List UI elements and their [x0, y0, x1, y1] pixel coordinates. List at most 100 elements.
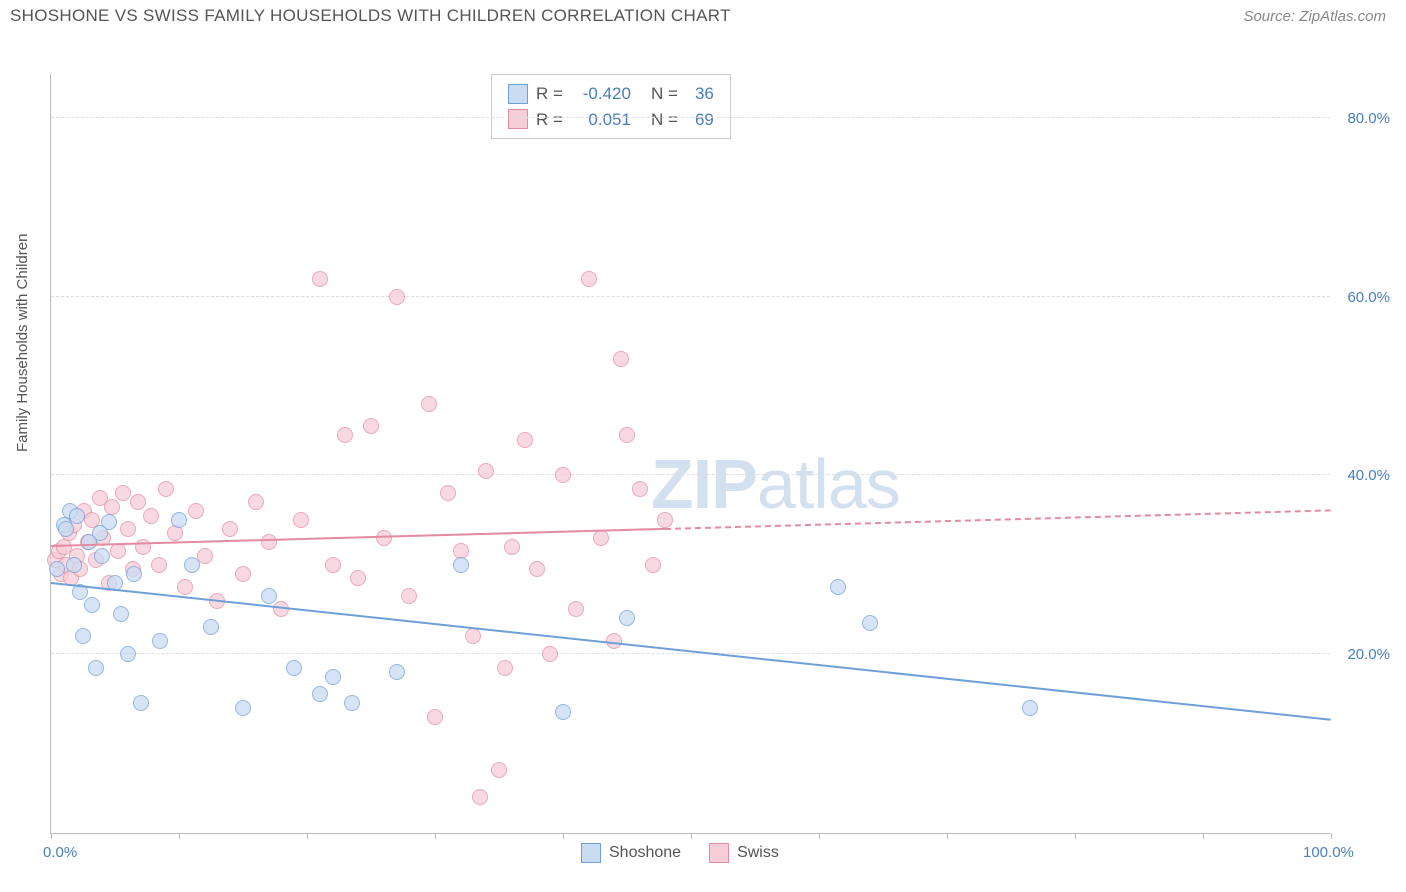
- scatter-point-swiss: [235, 566, 251, 582]
- y-tick-label: 60.0%: [1347, 289, 1390, 306]
- scatter-point-swiss: [497, 660, 513, 676]
- legend-r-label: R =: [536, 107, 563, 133]
- scatter-point-shoshone: [88, 660, 104, 676]
- scatter-point-swiss: [110, 543, 126, 559]
- legend-swatch-swiss: [508, 109, 528, 129]
- scatter-point-swiss: [401, 588, 417, 604]
- chart-container: Family Households with Children ZIPatlas…: [0, 32, 1406, 882]
- scatter-point-swiss: [248, 494, 264, 510]
- scatter-point-swiss: [529, 561, 545, 577]
- scatter-point-swiss: [440, 485, 456, 501]
- regression-line-swiss-dashed: [665, 509, 1331, 530]
- scatter-point-swiss: [143, 508, 159, 524]
- scatter-point-swiss: [517, 432, 533, 448]
- scatter-point-shoshone: [66, 557, 82, 573]
- x-tick: [947, 833, 948, 839]
- scatter-point-shoshone: [92, 525, 108, 541]
- scatter-point-shoshone: [152, 633, 168, 649]
- scatter-point-shoshone: [1022, 700, 1038, 716]
- watermark: ZIPatlas: [651, 444, 900, 524]
- plot-area: ZIPatlas R =-0.420N =36R =0.051N =69 Sho…: [50, 74, 1330, 834]
- gridline: [51, 117, 1330, 118]
- scatter-point-swiss: [188, 503, 204, 519]
- scatter-point-shoshone: [261, 588, 277, 604]
- watermark-rest: atlas: [757, 445, 900, 523]
- scatter-point-shoshone: [49, 561, 65, 577]
- scatter-point-shoshone: [126, 566, 142, 582]
- scatter-point-swiss: [130, 494, 146, 510]
- scatter-point-swiss: [568, 601, 584, 617]
- x-tick: [435, 833, 436, 839]
- scatter-point-swiss: [151, 557, 167, 573]
- scatter-point-swiss: [312, 271, 328, 287]
- scatter-point-swiss: [478, 463, 494, 479]
- scatter-point-shoshone: [389, 664, 405, 680]
- y-tick-label: 20.0%: [1347, 646, 1390, 663]
- scatter-point-swiss: [261, 534, 277, 550]
- scatter-point-swiss: [542, 646, 558, 662]
- scatter-point-swiss: [491, 762, 507, 778]
- x-tick: [1331, 833, 1332, 839]
- scatter-point-swiss: [645, 557, 661, 573]
- scatter-point-shoshone: [69, 508, 85, 524]
- legend-swatch-shoshone: [508, 84, 528, 104]
- scatter-point-shoshone: [862, 615, 878, 631]
- scatter-point-swiss: [350, 570, 366, 586]
- scatter-point-shoshone: [171, 512, 187, 528]
- scatter-point-swiss: [389, 289, 405, 305]
- x-tick: [1203, 833, 1204, 839]
- x-tick: [51, 833, 52, 839]
- legend-r-label: R =: [536, 81, 563, 107]
- scatter-point-swiss: [555, 467, 571, 483]
- x-tick: [691, 833, 692, 839]
- scatter-point-swiss: [120, 521, 136, 537]
- legend-n-value: 69: [684, 107, 714, 133]
- scatter-point-swiss: [593, 530, 609, 546]
- y-tick-label: 40.0%: [1347, 467, 1390, 484]
- y-tick-label: 80.0%: [1347, 110, 1390, 127]
- scatter-point-shoshone: [453, 557, 469, 573]
- scatter-point-swiss: [104, 499, 120, 515]
- legend-r-value: -0.420: [571, 81, 631, 107]
- legend-label: Swiss: [737, 844, 779, 862]
- scatter-point-shoshone: [84, 597, 100, 613]
- scatter-point-swiss: [158, 481, 174, 497]
- scatter-point-shoshone: [203, 619, 219, 635]
- chart-title: SHOSHONE VS SWISS FAMILY HOUSEHOLDS WITH…: [10, 6, 731, 26]
- scatter-point-swiss: [632, 481, 648, 497]
- legend-item-shoshone: Shoshone: [581, 843, 681, 863]
- x-tick: [563, 833, 564, 839]
- regression-line-swiss: [51, 528, 665, 547]
- scatter-point-swiss: [273, 601, 289, 617]
- legend-n-label: N =: [651, 107, 678, 133]
- legend-swatch-shoshone: [581, 843, 601, 863]
- scatter-point-swiss: [581, 271, 597, 287]
- gridline: [51, 653, 1330, 654]
- legend-r-value: 0.051: [571, 107, 631, 133]
- scatter-point-shoshone: [325, 669, 341, 685]
- chart-header: SHOSHONE VS SWISS FAMILY HOUSEHOLDS WITH…: [0, 0, 1406, 32]
- x-tick: [307, 833, 308, 839]
- x-tick: [179, 833, 180, 839]
- scatter-point-shoshone: [830, 579, 846, 595]
- scatter-point-swiss: [376, 530, 392, 546]
- scatter-point-swiss: [421, 396, 437, 412]
- gridline: [51, 474, 1330, 475]
- scatter-point-swiss: [427, 709, 443, 725]
- scatter-point-shoshone: [94, 548, 110, 564]
- x-tick-label: 100.0%: [1303, 844, 1354, 861]
- scatter-point-swiss: [293, 512, 309, 528]
- scatter-point-shoshone: [344, 695, 360, 711]
- legend-n-label: N =: [651, 81, 678, 107]
- scatter-point-swiss: [619, 427, 635, 443]
- scatter-point-swiss: [222, 521, 238, 537]
- legend-row-shoshone: R =-0.420N =36: [508, 81, 714, 107]
- scatter-point-shoshone: [75, 628, 91, 644]
- scatter-point-shoshone: [184, 557, 200, 573]
- chart-source: Source: ZipAtlas.com: [1243, 8, 1386, 25]
- scatter-point-shoshone: [619, 610, 635, 626]
- scatter-point-shoshone: [555, 704, 571, 720]
- legend-item-swiss: Swiss: [709, 843, 779, 863]
- scatter-point-swiss: [465, 628, 481, 644]
- scatter-point-swiss: [472, 789, 488, 805]
